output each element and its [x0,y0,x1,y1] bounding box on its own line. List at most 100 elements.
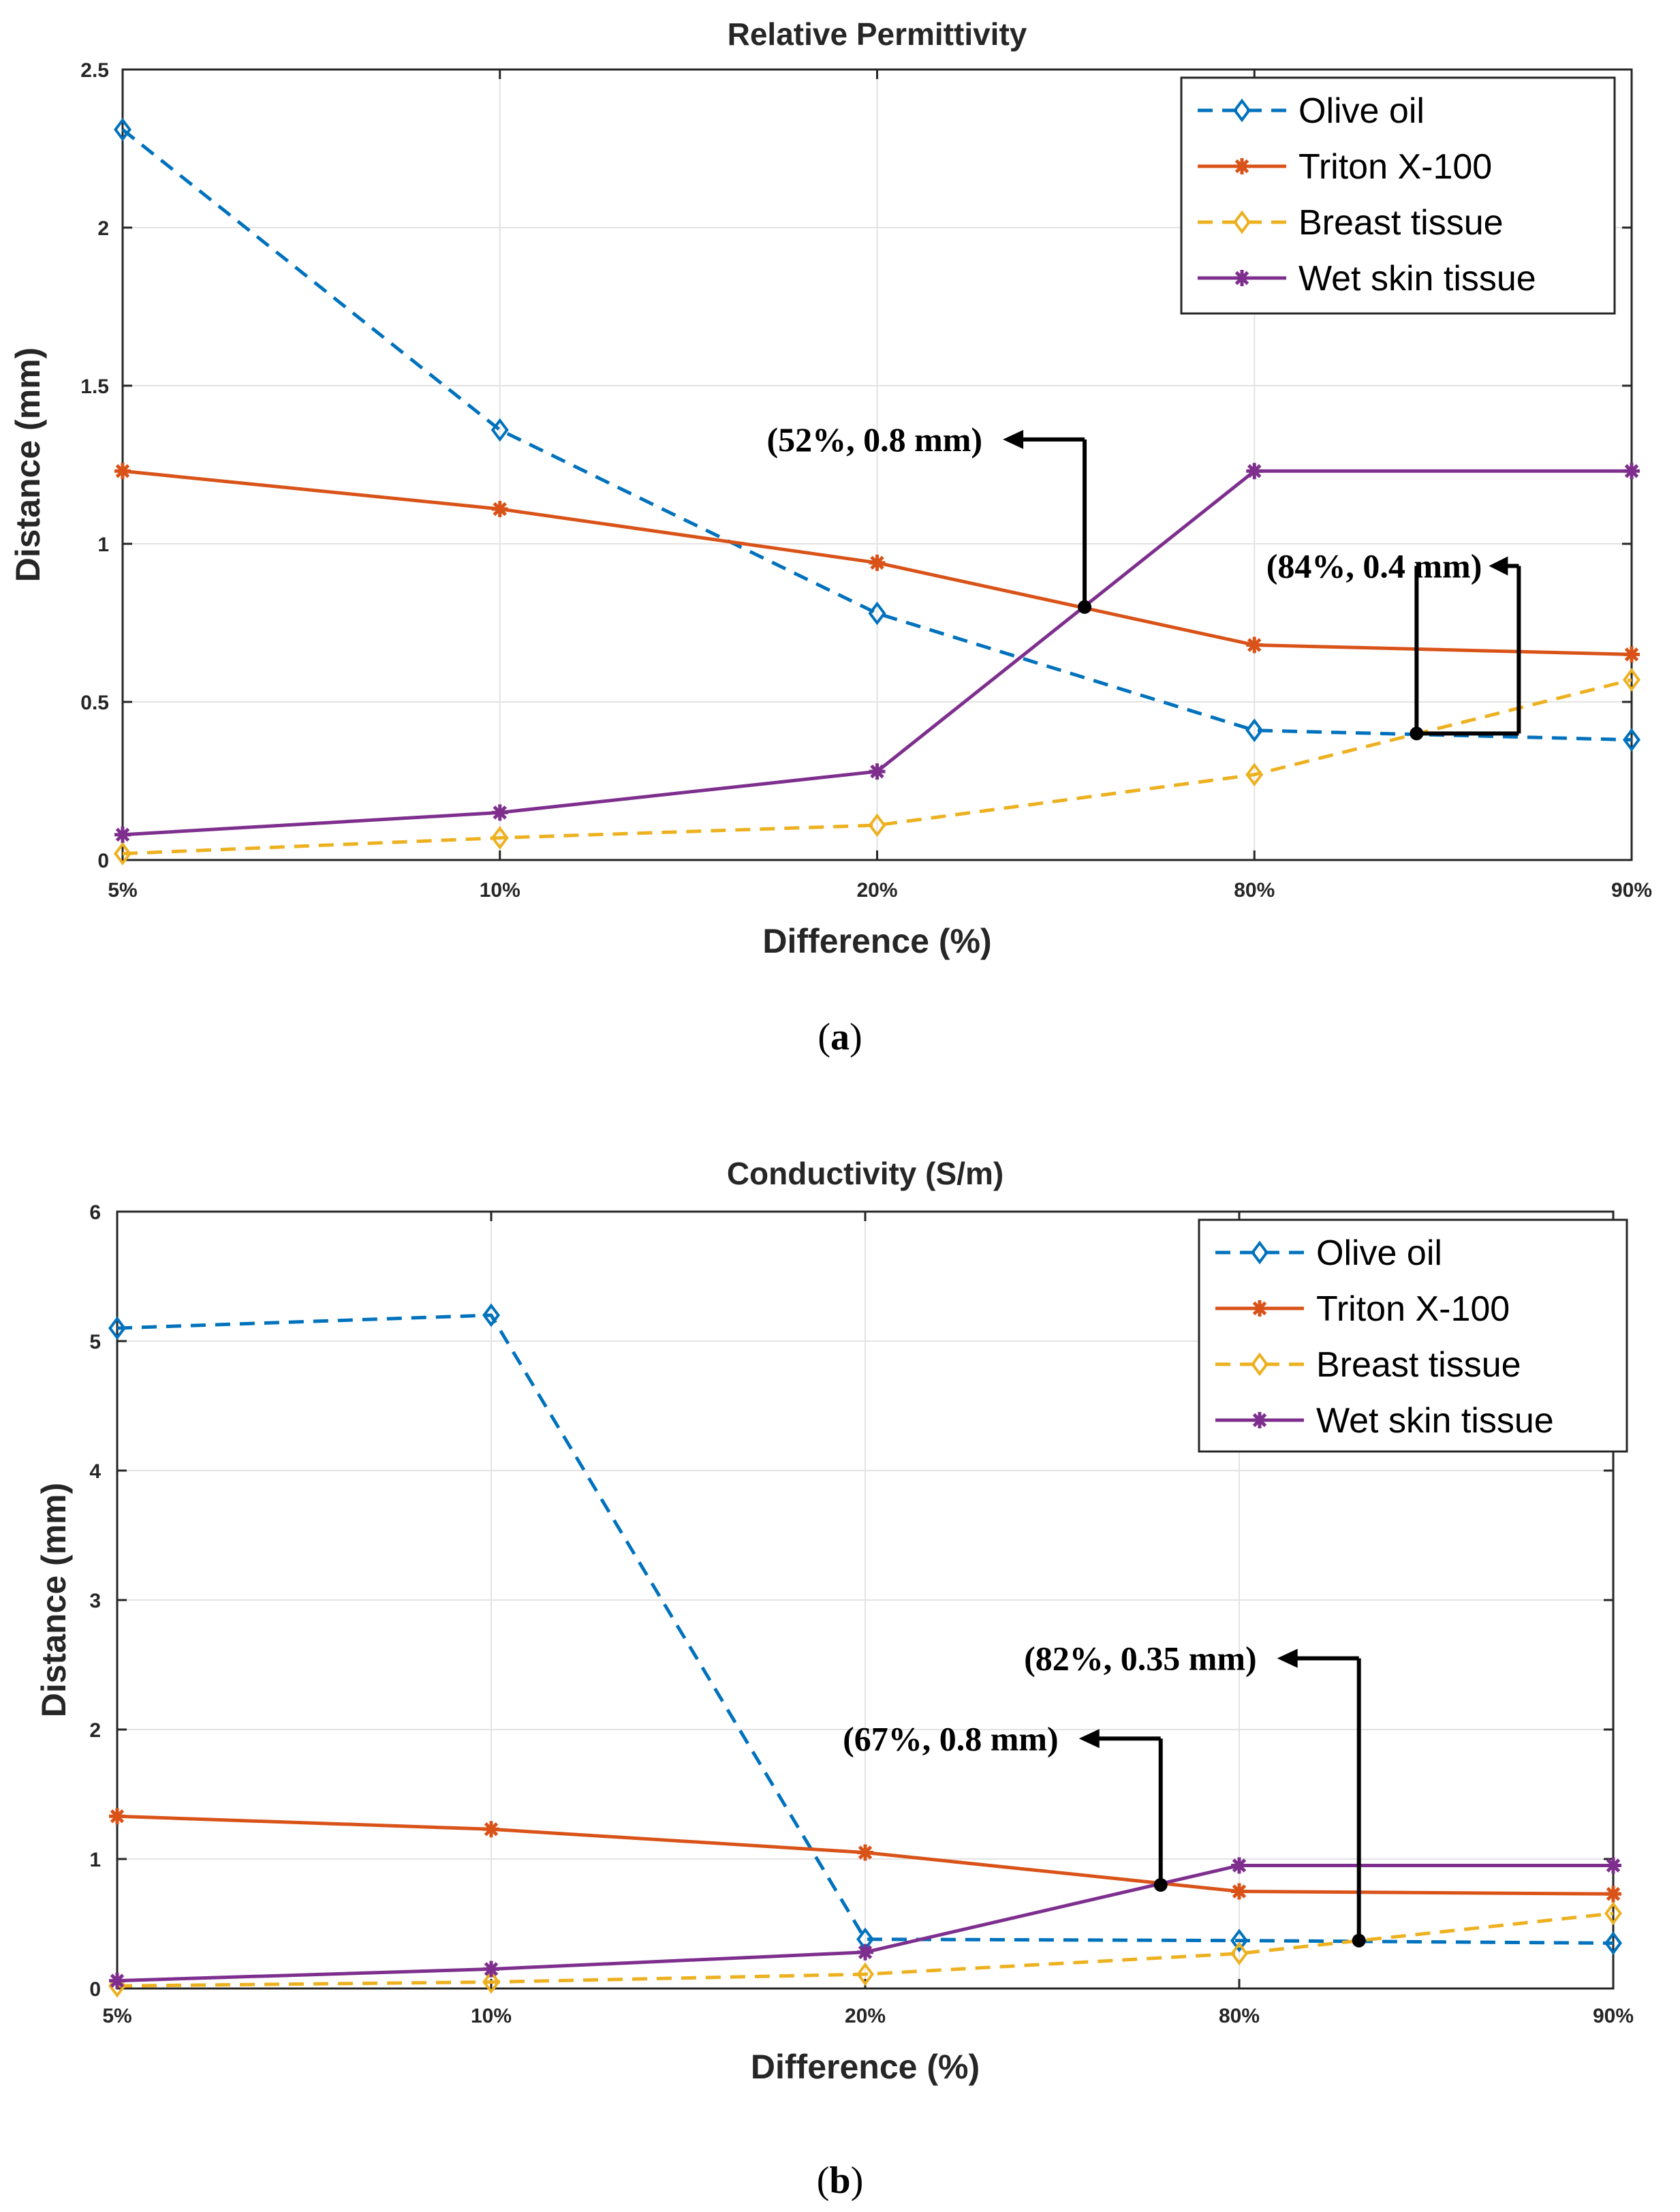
legend-item-triton-x-100: Triton X-100 [1198,147,1492,187]
chart-title: Conductivity (S/m) [727,1156,1004,1191]
data-point [857,1944,873,1961]
chart-conductivity: 5% 10% 20% 80% 90% 0 1 2 3 4 5 6 Conductivity (S/m) D… [35,1156,1634,2202]
annotation-arrowhead [1277,1648,1298,1668]
y-tick-label: 2 [97,217,109,240]
annotation-label: (52%, 0.8 mm) [766,420,982,459]
data-point [1230,1941,1248,1966]
data-point [482,1970,500,1994]
y-tick-label: 0.5 [80,692,109,714]
data-point [114,842,131,866]
data-point [1604,1901,1622,1926]
x-tick-label: 20% [845,2005,886,2027]
series-line-olive-oil [121,128,1632,742]
data-point [491,804,508,821]
data-point [1245,718,1264,743]
data-point [1231,1857,1247,1874]
annotation-label: (84%, 0.4 mm) [1266,547,1482,585]
legend-label: Olive oil [1316,1233,1442,1273]
legend-marker [1233,210,1251,234]
series-line-breast-tissue [116,1911,1614,1988]
data-point [1245,763,1264,787]
annotation-label: (82%, 0.35 mm) [1024,1640,1257,1678]
series-breast-tissue [108,1901,1622,1998]
x-tick-label: 90% [1593,2005,1634,2027]
data-point [483,1821,499,1838]
x-tick-label: 90% [1611,879,1652,902]
data-point [1623,463,1640,480]
legend-label: Triton X-100 [1298,147,1492,187]
series-breast-tissue [114,668,1640,866]
x-tick-label: 10% [471,2005,512,2027]
y-tick-label: 6 [89,1201,101,1224]
data-point [482,1303,500,1327]
legend-marker [1234,270,1250,286]
data-point [857,1844,873,1861]
x-tick-label: 10% [480,879,520,902]
subfigure-caption: (a) [818,1016,862,1058]
ticks: 5% 10% 20% 80% 90% 0 0.5 1 1.5 2 2.5 [80,59,1652,902]
y-tick-label: 3 [89,1590,101,1612]
data-point [856,1962,874,1986]
annotation-arrowhead [1489,556,1508,576]
annotation-arrowhead [1003,429,1024,449]
y-tick-label: 1.5 [80,375,109,398]
annotation-1: (67%, 0.8 mm) [843,1719,1168,1892]
legend-item-breast-tissue: Breast tissue [1198,203,1504,243]
legend-item-wet-skin-tissue: Wet skin tissue [1198,259,1536,298]
annotation-label: (67%, 0.8 mm) [843,1719,1059,1757]
data-point [108,1316,126,1340]
series-triton-x-100 [114,463,1640,663]
y-axis-label: Distance (mm) [9,348,47,583]
legend-box [1198,1218,1628,1453]
series-wet-skin-tissue [109,1857,1621,1989]
y-tick-label: 2.5 [80,59,109,82]
data-point [114,826,131,843]
data-point [1605,1886,1621,1903]
x-tick-label: 5% [102,2005,131,2027]
chart-relative-permittivity: 5% 10% 20% 80% 90% 0 0.5 1 1.5 2 2.5 Relative Permi… [9,16,1652,1058]
series-line-breast-tissue [122,678,1632,856]
data-point [114,117,131,142]
x-tick-label: 5% [108,879,137,902]
data-point [1605,1857,1621,1874]
x-tick-label: 80% [1234,879,1275,902]
x-axis-label: Difference (%) [762,922,991,960]
y-tick-label: 5 [89,1331,101,1353]
legend-marker [1251,1352,1269,1377]
data-point [114,463,131,480]
subfigure-caption: (b) [817,2160,863,2202]
legend-label: Wet skin tissue [1298,259,1536,298]
legend-label: Breast tissue [1298,203,1504,243]
y-tick-label: 1 [97,534,109,556]
x-tick-label: 80% [1219,2005,1260,2027]
annotation-arrowhead [1078,1729,1100,1749]
legend-label: Breast tissue [1316,1345,1521,1385]
legend-label: Olive oil [1298,91,1425,131]
y-tick-label: 1 [89,1849,101,1871]
legend-label: Triton X-100 [1316,1289,1510,1329]
series-olive-oil [114,117,1640,752]
data-point [1623,728,1640,752]
data-point [483,1961,499,1978]
legend-marker [1233,98,1251,123]
ticks: 5% 10% 20% 80% 90% 0 1 2 3 4 5 6 [89,1201,1634,2027]
data-point [109,1808,125,1825]
legend-marker [1251,1412,1268,1428]
legend-marker [1251,1300,1268,1317]
x-axis-label: Difference (%) [751,2048,980,2086]
data-point [491,500,508,517]
data-point [109,1972,125,1989]
data-point [491,418,509,442]
data-point [1231,1883,1247,1900]
y-axis-label: Distance (mm) [35,1483,73,1718]
legend-marker [1251,1240,1269,1265]
data-point [869,763,886,780]
x-tick-label: 20% [856,879,897,902]
y-tick-label: 2 [89,1719,101,1742]
data-point [491,826,509,850]
y-tick-label: 4 [89,1460,101,1483]
data-point [868,813,886,838]
legend-box [1180,76,1616,315]
data-point [868,601,886,626]
